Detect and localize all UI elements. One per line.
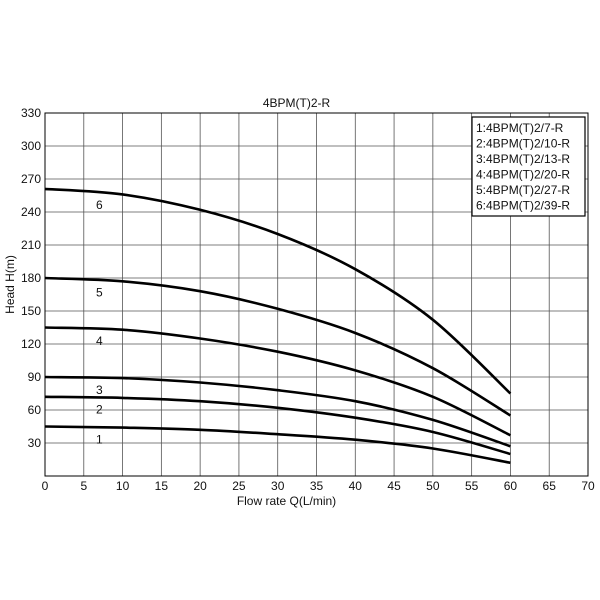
x-tick-label: 60: [504, 479, 518, 493]
y-tick-label: 270: [21, 172, 41, 186]
series-label-1: 1: [96, 432, 103, 446]
legend-entry: 5:4BPM(T)2/27-R: [476, 183, 570, 197]
legend-entry: 2:4BPM(T)2/10-R: [476, 137, 570, 151]
legend-entry: 3:4BPM(T)2/13-R: [476, 152, 570, 166]
y-tick-label: 300: [21, 139, 41, 153]
y-tick-label: 210: [21, 238, 41, 252]
y-axis-ticks: 30 60 90 120 150 180 210 240 270 300 330: [21, 106, 41, 450]
x-tick-label: 10: [116, 479, 130, 493]
y-tick-label: 60: [28, 403, 42, 417]
x-tick-label: 5: [80, 479, 87, 493]
x-tick-label: 35: [310, 479, 324, 493]
y-tick-label: 30: [28, 436, 42, 450]
plot-frame: [44, 112, 589, 477]
chart-title: 4BPM(T)2-R: [263, 96, 331, 110]
x-tick-label: 15: [155, 479, 169, 493]
series-line-4: [44, 326, 511, 437]
x-tick-label: 65: [543, 479, 557, 493]
series-label-4: 4: [96, 334, 103, 348]
series-line-2: [44, 395, 511, 456]
y-tick-label: 90: [28, 370, 42, 384]
x-tick-label: 45: [387, 479, 401, 493]
x-tick-label: 20: [193, 479, 207, 493]
series-line-6: [44, 187, 512, 395]
x-tick-label: 40: [349, 479, 363, 493]
series-label-2: 2: [96, 403, 103, 417]
y-tick-label: 330: [21, 106, 41, 120]
x-tick-label: 0: [42, 479, 49, 493]
x-axis-ticks: 0 5 10 15 20 25 30 35 40 45 50 55 60 65 70: [42, 479, 595, 493]
x-tick-label: 30: [271, 479, 285, 493]
series-group: 1 2 3 4 5 6: [44, 187, 512, 465]
legend-entry: 4:4BPM(T)2/20-R: [476, 168, 570, 182]
x-tick-label: 50: [426, 479, 440, 493]
y-axis-label: Head H(m): [3, 255, 17, 314]
series-line-3: [44, 375, 511, 448]
series-line-5: [44, 276, 512, 417]
legend: 1:4BPM(T)2/7-R 2:4BPM(T)2/10-R3:4BPM(T)2/…: [471, 116, 586, 217]
series-label-5: 5: [96, 285, 103, 299]
series-label-3: 3: [96, 383, 103, 397]
y-tick-label: 120: [21, 337, 41, 351]
y-tick-label: 150: [21, 304, 41, 318]
x-tick-label: 55: [465, 479, 479, 493]
y-tick-label: 240: [21, 205, 41, 219]
series-label-6: 6: [96, 198, 103, 212]
x-tick-label: 25: [232, 479, 246, 493]
x-tick-label: 70: [581, 479, 595, 493]
y-tick-label: 180: [21, 271, 41, 285]
legend-entry: 6:4BPM(T)2/39-R: [476, 199, 570, 213]
legend-box: [471, 116, 586, 217]
series-line-1: [44, 425, 511, 465]
x-axis-label: Flow rate Q(L/min): [237, 494, 336, 508]
legend-entry: 1:4BPM(T)2/7-R: [476, 121, 564, 135]
